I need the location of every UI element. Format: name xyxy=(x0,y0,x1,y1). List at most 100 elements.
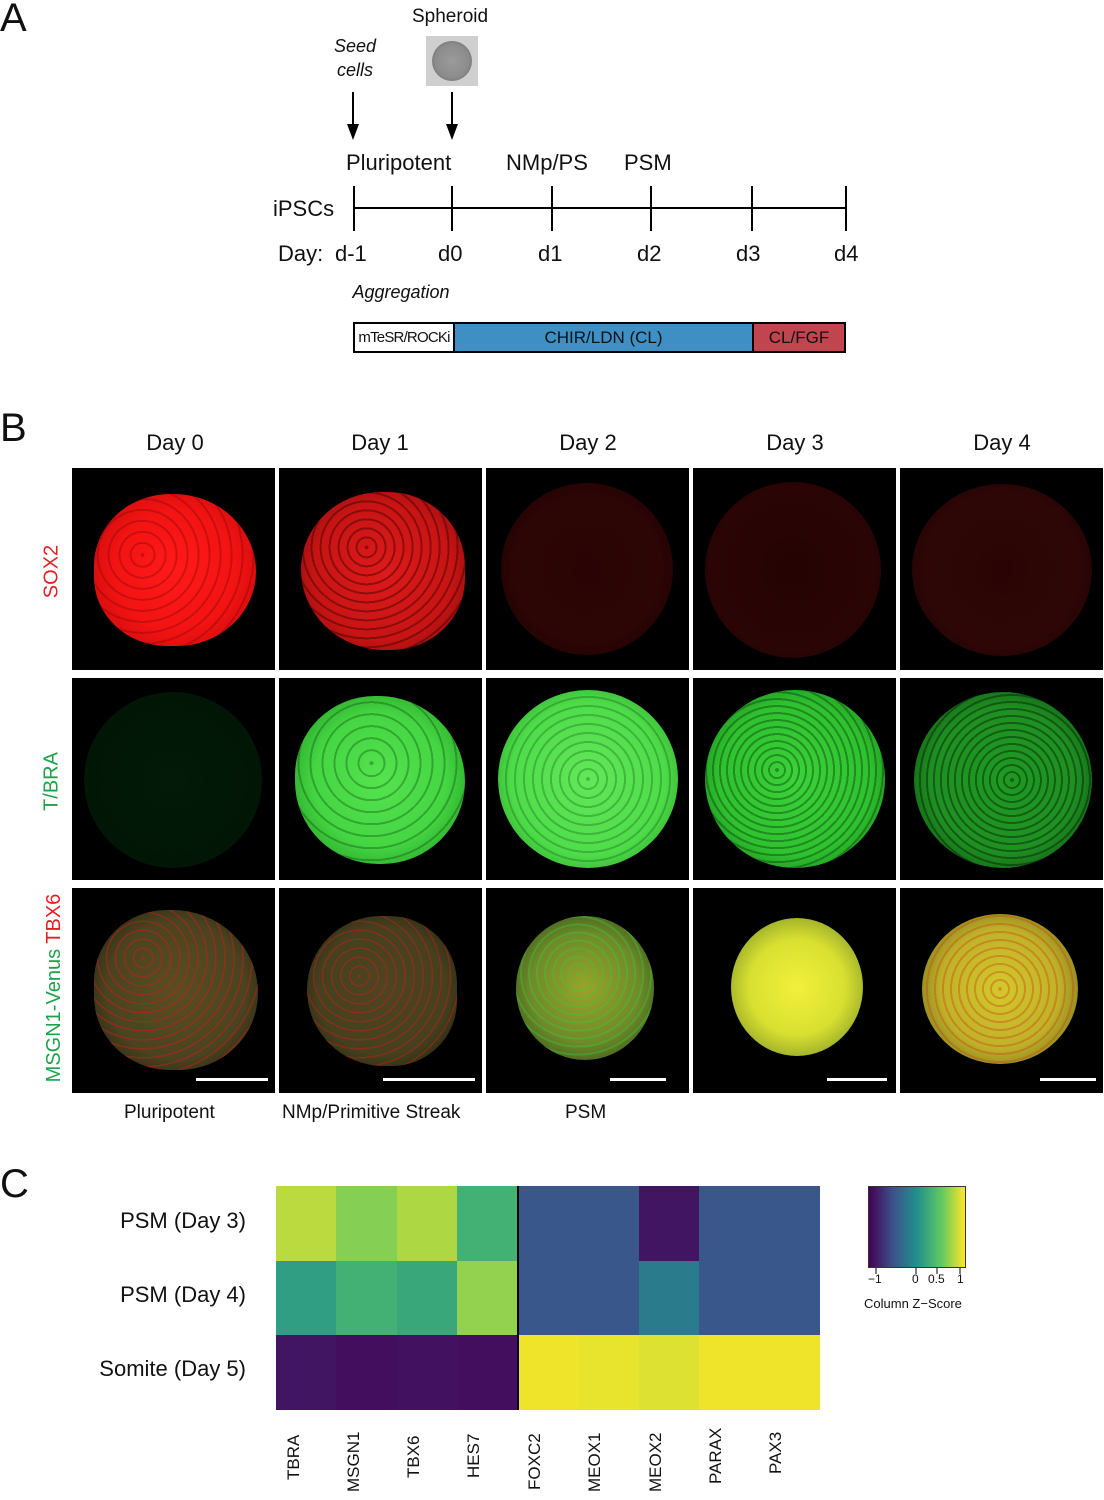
stage-label-nmp-primitive-streak: NMp/Primitive Streak xyxy=(282,1102,461,1123)
color-key-tick-0-5: 0.5 xyxy=(928,1272,945,1286)
gene-label-parax: PARAX xyxy=(706,1427,725,1484)
gene-label-meox2: MEOX2 xyxy=(646,1432,665,1492)
color-key-gradient xyxy=(868,1186,966,1268)
scale-bar xyxy=(196,1078,268,1081)
panel-c-letter: C xyxy=(0,1162,29,1206)
media-bar: mTeSR/ROCKi CHIR/LDN (CL) CL/FGF xyxy=(353,322,846,353)
heatmap-cell xyxy=(759,1260,821,1336)
image-sox2-day0 xyxy=(72,468,275,670)
heatmap-cell xyxy=(578,1335,640,1411)
gene-label-pax3: PAX3 xyxy=(766,1431,785,1474)
row-label-msgn1-tbx6: MSGN1-Venus TBX6 xyxy=(43,848,67,1128)
image-tbra-day4 xyxy=(900,678,1103,880)
heatmap-cell xyxy=(457,1186,519,1262)
stage-label-psm: PSM xyxy=(565,1102,607,1123)
heatmap-cell xyxy=(517,1260,579,1336)
day-d-1: d-1 xyxy=(335,241,367,266)
image-msgn1-tbx6-day1 xyxy=(279,888,482,1093)
heatmap-cell xyxy=(517,1335,579,1411)
heatmap-cell xyxy=(578,1186,640,1262)
column-day-3: Day 3 xyxy=(766,430,824,455)
seed-cells-line-1: Seed xyxy=(333,36,377,56)
gene-label-foxc2: FOXC2 xyxy=(525,1433,544,1490)
image-msgn1-tbx6-day0 xyxy=(72,888,275,1093)
gene-label-meox1: MEOX1 xyxy=(585,1432,604,1492)
heatmap-cell xyxy=(276,1335,337,1411)
scale-bar xyxy=(827,1078,887,1081)
heatmap-cell xyxy=(336,1186,398,1262)
color-key: −1 0 0.5 1 Column Z−Score xyxy=(864,1186,968,1316)
row-label-tbx6: TBX6 xyxy=(43,893,65,944)
seed-arrow xyxy=(347,92,359,140)
heatmap-cell xyxy=(699,1260,761,1336)
heatmap-cell xyxy=(396,1186,458,1262)
scale-bar xyxy=(383,1078,475,1081)
heatmap-cell xyxy=(336,1260,398,1336)
media-cl-fgf: CL/FGF xyxy=(754,324,844,351)
spheroid-label: Spheroid xyxy=(412,6,489,27)
sample-label-psm-day3: PSM (Day 3) xyxy=(120,1208,246,1233)
image-msgn1-tbx6-day2 xyxy=(486,888,689,1093)
heatmap-cell xyxy=(276,1260,337,1336)
column-day-2: Day 2 xyxy=(559,430,617,455)
day-d0: d0 xyxy=(438,241,463,266)
image-msgn1-tbx6-day3 xyxy=(693,888,896,1093)
heatmap-cell xyxy=(638,1186,700,1262)
heatmap-cell xyxy=(699,1335,761,1411)
row-label-tbra: T/BRA xyxy=(40,752,63,811)
panel-a-timeline xyxy=(347,92,847,231)
gene-label-tbx6: TBX6 xyxy=(404,1435,423,1478)
image-msgn1-tbx6-day4 xyxy=(900,888,1103,1093)
image-tbra-day0 xyxy=(72,678,275,880)
sample-label-somite-day5: Somite (Day 5) xyxy=(99,1356,246,1381)
spheroid-arrow xyxy=(446,92,458,140)
heatmap-cell xyxy=(457,1260,519,1336)
color-key-ticks xyxy=(875,1268,961,1274)
color-key-title: Column Z−Score xyxy=(864,1296,962,1311)
seed-cells-line-2: cells xyxy=(336,60,373,80)
column-day-1: Day 1 xyxy=(351,430,409,455)
image-sox2-day4 xyxy=(900,468,1103,670)
stage-label-pluripotent: Pluripotent xyxy=(124,1102,215,1123)
row-label-sox2: SOX2 xyxy=(40,544,63,599)
heatmap-cell xyxy=(759,1186,821,1262)
image-tbra-day1 xyxy=(279,678,482,880)
heatmap-cell xyxy=(276,1186,337,1262)
column-day-4: Day 4 xyxy=(973,430,1031,455)
heatmap-cell xyxy=(759,1335,821,1411)
heatmap-cell xyxy=(699,1186,761,1262)
heatmap-cell xyxy=(578,1260,640,1336)
image-tbra-day2 xyxy=(486,678,689,880)
stage-psm: PSM xyxy=(624,150,672,175)
scale-bar xyxy=(610,1078,666,1081)
day-d2: d2 xyxy=(637,241,662,266)
seed-cells-label: Seed cells xyxy=(318,34,392,82)
ipscs-label: iPSCs xyxy=(273,196,335,221)
timeline-axis xyxy=(353,186,847,231)
image-sox2-day1 xyxy=(279,468,482,670)
column-day-0: Day 0 xyxy=(146,430,204,455)
stage-pluripotent: Pluripotent xyxy=(346,150,452,175)
media-mtesr-rocki: mTeSR/ROCKi xyxy=(355,324,455,351)
day-d4: d4 xyxy=(834,241,859,266)
day-prefix: Day: xyxy=(278,241,324,266)
gene-label-hes7: HES7 xyxy=(464,1433,483,1478)
gene-label-tbra: TBRA xyxy=(284,1434,303,1480)
heatmap-cell xyxy=(638,1260,700,1336)
gene-label-msgn1: MSGN1 xyxy=(344,1431,363,1492)
heatmap-cell xyxy=(457,1335,519,1411)
heatmap-cell xyxy=(517,1186,579,1262)
color-key-tick-minus1: −1 xyxy=(868,1272,882,1286)
scale-bar xyxy=(1040,1078,1096,1081)
panel-b-letter: B xyxy=(0,406,27,450)
heatmap-column-split xyxy=(516,1186,519,1410)
heatmap-cell xyxy=(396,1260,458,1336)
image-tbra-day3 xyxy=(693,678,896,880)
aggregation-label: Aggregation xyxy=(352,282,450,302)
heatmap-cell xyxy=(396,1335,458,1411)
day-d1: d1 xyxy=(538,241,563,266)
stage-nmp-ps: NMp/PS xyxy=(506,150,588,175)
color-key-tick-1: 1 xyxy=(957,1272,964,1286)
color-key-tick-0: 0 xyxy=(912,1272,919,1286)
day-d3: d3 xyxy=(736,241,761,266)
